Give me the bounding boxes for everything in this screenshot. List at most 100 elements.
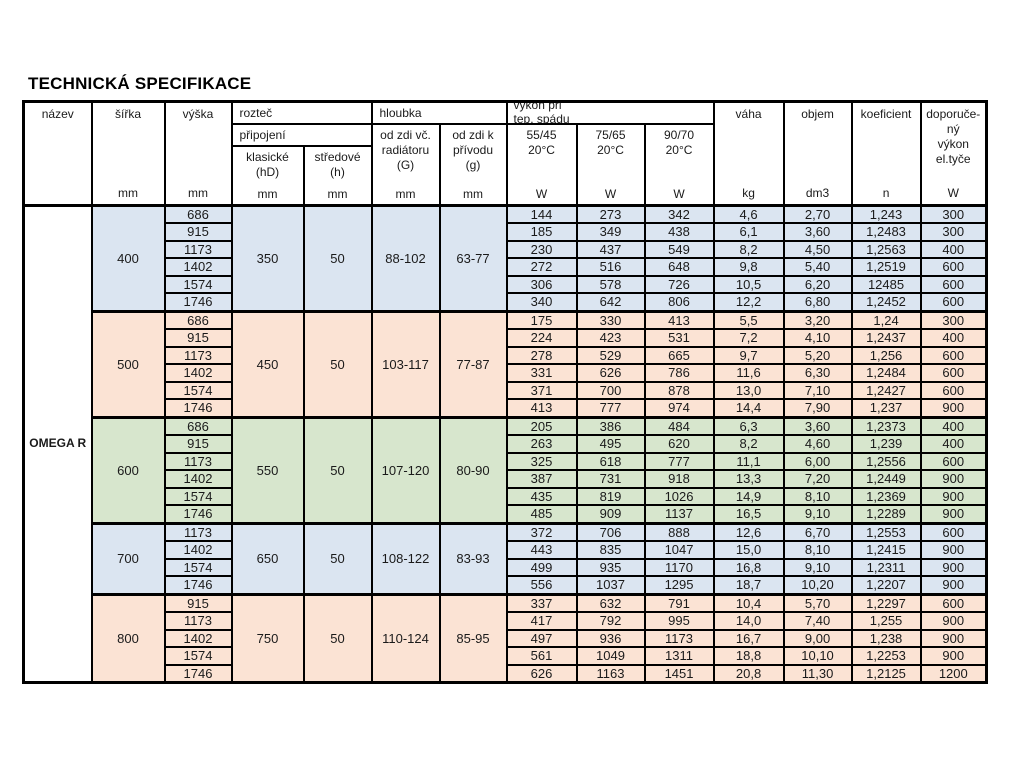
- unit-w: W: [535, 186, 548, 201]
- coefficient-cell: 1,256: [850, 345, 922, 365]
- power-9070-cell: 620: [643, 434, 715, 454]
- col-header-hloubka: hloubka: [370, 100, 508, 125]
- height-cell: 1173: [163, 239, 233, 259]
- height-cell: 1574: [163, 380, 233, 400]
- spec-table-body: OMEGA R 400 686 350 50 88-102 63-77 144 273 342 4,…: [22, 203, 988, 684]
- volume-cell: 7,20: [782, 469, 853, 489]
- coefficient-cell: 1,2563: [850, 239, 922, 259]
- power-7565-cell: 330: [575, 309, 646, 330]
- volume-cell: 4,10: [782, 328, 853, 348]
- weight-cell: 18,8: [712, 646, 785, 666]
- pitch-central-cell: 50: [302, 203, 373, 312]
- weight-cell: 6,1: [712, 222, 785, 242]
- recommended-power-cell: 600: [919, 257, 988, 277]
- col-header-klasicke: klasické (hD) mm: [230, 145, 305, 206]
- volume-cell: 8,10: [782, 540, 853, 560]
- col-header-stredove-label: středové (h): [314, 149, 361, 179]
- recommended-power-cell: 300: [919, 309, 988, 330]
- coefficient-cell: 1,2415: [850, 540, 922, 560]
- power-9070-cell: 665: [643, 345, 715, 365]
- unit-dm3: dm3: [805, 185, 830, 200]
- depth-from-wall-radiator-cell: 88-102: [370, 203, 441, 312]
- power-5545-cell: 306: [505, 274, 578, 294]
- power-5545-cell: 371: [505, 380, 578, 400]
- width-cell: 700: [90, 521, 166, 595]
- coefficient-cell: 1,2553: [850, 521, 922, 542]
- power-7565-cell: 792: [575, 611, 646, 631]
- unit-n: n: [882, 185, 890, 200]
- power-7565-cell: 819: [575, 486, 646, 506]
- weight-cell: 16,7: [712, 628, 785, 648]
- col-header-sirka: šířka mm: [90, 100, 166, 206]
- height-cell: 915: [163, 222, 233, 242]
- col-header-sirka-label: šířka: [114, 106, 141, 121]
- power-7565-cell: 1163: [575, 663, 646, 684]
- col-header-koeficient-label: koeficient: [860, 106, 912, 121]
- table-row: 1574 306 578 726 10,5 6,20 12485 600: [24, 274, 988, 294]
- power-7565-cell: 731: [575, 469, 646, 489]
- volume-cell: 5,70: [782, 592, 853, 613]
- power-5545-cell: 175: [505, 309, 578, 330]
- col-header-vykon: výkon při tep. spádu: [505, 100, 715, 125]
- power-9070-cell: 1137: [643, 504, 715, 524]
- col-header-nazev: název: [22, 100, 93, 206]
- height-cell: 1746: [163, 504, 233, 524]
- table-row: 915 185 349 438 6,1 3,60 1,2483 300: [24, 222, 988, 242]
- depth-from-wall-radiator-cell: 108-122: [370, 521, 441, 595]
- weight-cell: 15,0: [712, 540, 785, 560]
- height-cell: 1173: [163, 521, 233, 542]
- pitch-central-cell: 50: [302, 592, 373, 684]
- power-7565-cell: 273: [575, 203, 646, 224]
- power-5545-cell: 499: [505, 557, 578, 577]
- coefficient-cell: 1,2484: [850, 363, 922, 383]
- power-5545-cell: 561: [505, 646, 578, 666]
- recommended-power-cell: 600: [919, 380, 988, 400]
- page-title: TECHNICKÁ SPECIFIKACE: [28, 74, 252, 93]
- power-7565-cell: 578: [575, 274, 646, 294]
- volume-cell: 2,70: [782, 203, 853, 224]
- weight-cell: 10,4: [712, 592, 785, 613]
- volume-cell: 3,60: [782, 222, 853, 242]
- weight-cell: 20,8: [712, 663, 785, 684]
- volume-cell: 6,00: [782, 451, 853, 471]
- volume-cell: 6,30: [782, 363, 853, 383]
- power-9070-cell: 1451: [643, 663, 715, 684]
- col-header-pripojeni: připojení: [230, 123, 373, 147]
- coefficient-cell: 1,2373: [850, 415, 922, 436]
- power-5545-cell: 435: [505, 486, 578, 506]
- table-row: 1746 413 777 974 14,4 7,90 1,237 900: [24, 398, 988, 418]
- power-9070-cell: 888: [643, 521, 715, 542]
- recommended-power-cell: 900: [919, 398, 988, 418]
- col-header-od-zdi-privodu: od zdi k přívodu (g) mm: [438, 123, 508, 206]
- col-header-od-zdi-radiatoru: od zdi vč. radiátoru (G) mm: [370, 123, 441, 206]
- power-7565-cell: 386: [575, 415, 646, 436]
- power-7565-cell: 909: [575, 504, 646, 524]
- coefficient-cell: 1,238: [850, 628, 922, 648]
- recommended-power-cell: 1200: [919, 663, 988, 684]
- table-row: 1402 272 516 648 9,8 5,40 1,2519 600: [24, 257, 988, 277]
- depth-from-wall-supply-cell: 80-90: [438, 415, 508, 524]
- table-row: 1173 230 437 549 8,2 4,50 1,2563 400: [24, 239, 988, 259]
- unit-mm: mm: [463, 186, 483, 201]
- power-7565-cell: 618: [575, 451, 646, 471]
- volume-cell: 8,10: [782, 486, 853, 506]
- col-header-objem-label: objem: [801, 106, 834, 121]
- depth-from-wall-radiator-cell: 107-120: [370, 415, 441, 524]
- power-7565-cell: 626: [575, 363, 646, 383]
- power-7565-cell: 936: [575, 628, 646, 648]
- height-cell: 1173: [163, 345, 233, 365]
- volume-cell: 3,20: [782, 309, 853, 330]
- pitch-classic-cell: 450: [230, 309, 305, 418]
- power-5545-cell: 337: [505, 592, 578, 613]
- pitch-classic-cell: 350: [230, 203, 305, 312]
- recommended-power-cell: 600: [919, 521, 988, 542]
- power-9070-cell: 878: [643, 380, 715, 400]
- volume-cell: 5,40: [782, 257, 853, 277]
- volume-cell: 3,60: [782, 415, 853, 436]
- power-7565-cell: 935: [575, 557, 646, 577]
- height-cell: 686: [163, 203, 233, 224]
- table-row: 1746 485 909 1137 16,5 9,10 1,2289 900: [24, 504, 988, 524]
- coefficient-cell: 1,2437: [850, 328, 922, 348]
- unit-mm: mm: [257, 186, 278, 201]
- height-cell: 1746: [163, 292, 233, 312]
